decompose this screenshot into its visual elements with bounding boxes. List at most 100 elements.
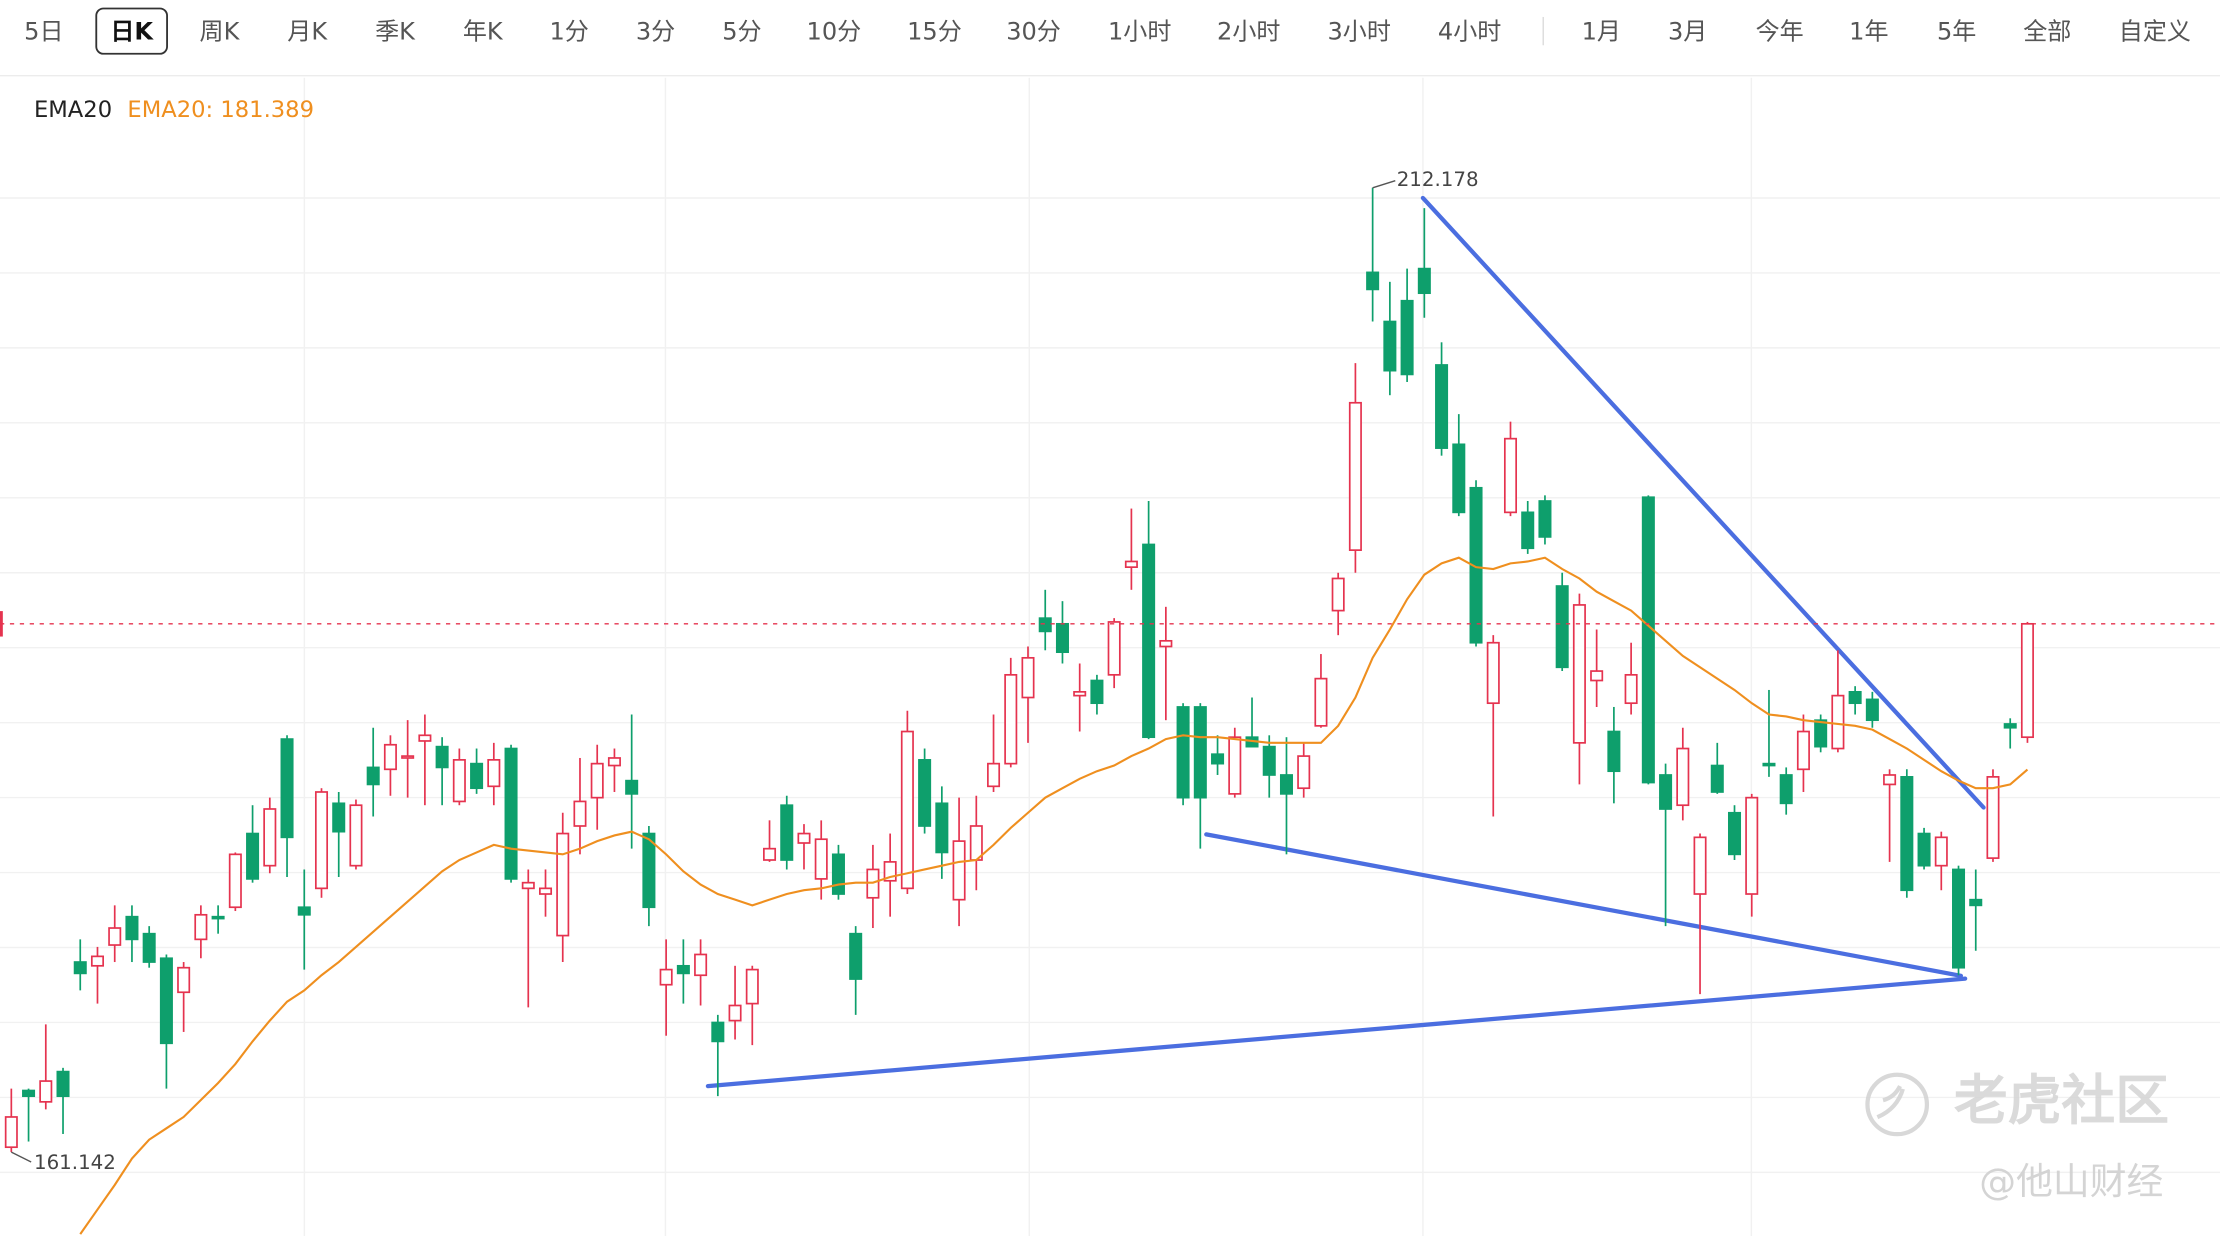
candle-body: [366, 766, 380, 786]
tab[interactable]: 年K: [463, 18, 504, 46]
candle-body: [1211, 753, 1225, 765]
tab[interactable]: 30分: [1006, 18, 1061, 46]
tab[interactable]: 1小时: [1108, 18, 1171, 46]
candle-body: [642, 832, 656, 909]
candle-body: [435, 745, 449, 769]
watermark-logo: [1865, 1072, 1930, 1137]
candle-body: [263, 808, 277, 867]
candle-body: [2003, 723, 2017, 729]
candle-body: [1417, 267, 1431, 295]
candle-body: [4, 1116, 18, 1149]
tab[interactable]: 3小时: [1327, 18, 1390, 46]
tab[interactable]: 5分: [722, 18, 761, 46]
tab[interactable]: 10分: [807, 18, 862, 46]
candle-body: [745, 968, 759, 1005]
candle-body: [539, 887, 553, 895]
tab[interactable]: 15分: [907, 18, 962, 46]
legend-entry: EMA20: 181.389: [127, 97, 314, 123]
low-label: 161.142: [34, 1151, 116, 1174]
candle-body: [1727, 811, 1742, 856]
candle-body: [935, 802, 949, 854]
tab[interactable]: 5年: [1937, 18, 1976, 46]
tab[interactable]: 3分: [636, 18, 675, 46]
tab[interactable]: 1分: [549, 18, 588, 46]
candle-body: [814, 838, 828, 880]
candle-body: [314, 791, 329, 890]
candle-body: [987, 762, 1001, 788]
candle-body: [1297, 755, 1311, 790]
candle-body: [22, 1089, 36, 1098]
candle-body: [1073, 690, 1087, 697]
candle-body: [56, 1070, 70, 1098]
tab-selected[interactable]: 日K: [110, 18, 154, 46]
candle-body: [1228, 736, 1242, 795]
tab[interactable]: 1月: [1582, 18, 1621, 46]
candle-body: [332, 802, 346, 833]
tab[interactable]: 今年: [1756, 18, 1804, 46]
tab[interactable]: 全部: [2023, 18, 2071, 46]
candle-body: [90, 955, 104, 967]
last-price-marker: [0, 611, 3, 637]
candle-body: [1021, 656, 1035, 699]
candle-body: [1952, 868, 1966, 969]
candle-body: [159, 957, 173, 1045]
candle-body: [728, 1004, 742, 1022]
candle-body: [1383, 320, 1397, 372]
candle-body: [780, 804, 794, 861]
candle-body: [125, 915, 139, 941]
toolbar: 5日 日K 周K 月K 季K 年K 1分 3分 5分 10分 15分 30分 1小时 2小时 3小时 4小时 1…: [24, 7, 2191, 55]
tab[interactable]: 3月: [1668, 18, 1707, 46]
candle-body: [1366, 271, 1380, 291]
candle-body: [1038, 617, 1052, 633]
candle-body: [1986, 776, 2000, 859]
candle-body: [246, 832, 260, 880]
candle-body: [1469, 486, 1483, 644]
candle-body: [194, 913, 208, 941]
tab[interactable]: 2小时: [1217, 18, 1280, 46]
candle-body: [280, 738, 294, 839]
candle-body: [1572, 604, 1586, 744]
grid: [0, 77, 2220, 1236]
trend-line: [1420, 195, 1986, 810]
indicator-name: EMA20: [34, 97, 112, 123]
plot-area: [4, 187, 2034, 1235]
candle-body: [1452, 443, 1466, 514]
candle-body: [590, 762, 604, 799]
tab[interactable]: 周K: [200, 18, 241, 46]
candle-body: [763, 847, 777, 861]
candle-body: [108, 927, 122, 946]
candle-body: [487, 759, 501, 788]
candle-body: [1176, 706, 1190, 799]
tab[interactable]: 自定义: [2119, 18, 2191, 46]
candle-body: [1090, 679, 1104, 705]
watermark-logo-mark: [1876, 1085, 1905, 1120]
candle-body: [1641, 496, 1655, 784]
candle-body: [1865, 698, 1879, 722]
tab[interactable]: 月K: [287, 18, 328, 46]
candle-body: [1400, 299, 1414, 376]
candle-body: [1107, 621, 1121, 676]
candle-body: [418, 734, 432, 742]
candle-body: [711, 1021, 725, 1043]
tab[interactable]: 1年: [1849, 18, 1888, 46]
candle-body: [1314, 677, 1328, 727]
candle-body: [1503, 437, 1518, 514]
tab[interactable]: 5日: [24, 18, 63, 46]
candle-body: [504, 747, 518, 880]
candle-body: [676, 964, 690, 975]
candle-body: [969, 825, 983, 861]
candle-body: [918, 759, 932, 827]
tab[interactable]: 季K: [375, 18, 416, 46]
tab[interactable]: 4小时: [1438, 18, 1501, 46]
candle-body: [1659, 774, 1673, 810]
candle-body: [625, 779, 639, 795]
candle-body: [521, 881, 535, 890]
candle-body: [556, 832, 570, 937]
candle-body: [1710, 764, 1724, 793]
candle-body: [831, 853, 845, 895]
candle-body: [1624, 673, 1638, 705]
candle-body: [177, 966, 191, 994]
candle-body: [228, 853, 242, 909]
candle-body: [573, 800, 587, 827]
